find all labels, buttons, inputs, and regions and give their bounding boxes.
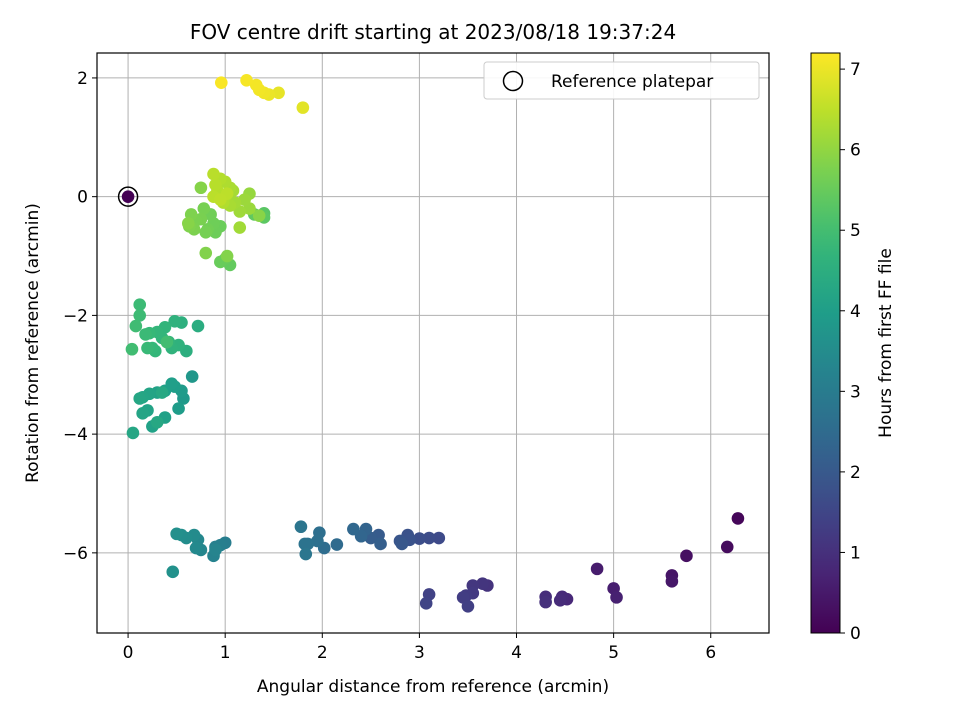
colorbar-tick-label: 6 [850,141,861,161]
y-tick-label: −6 [63,544,88,564]
data-point [419,597,433,610]
data-point [476,577,489,591]
y-tick-label: −4 [63,425,88,445]
data-point [170,527,183,541]
data-point [199,246,213,260]
data-point [125,342,139,356]
x-tick-label: 2 [317,643,328,663]
legend: Reference platepar [483,61,760,100]
data-point [207,167,220,181]
data-point [680,549,693,563]
data-point [413,532,426,545]
scatter-points [117,74,745,613]
colorbar-ticks: 0 1 2 3 4 5 6 7 [840,60,861,644]
y-tick-label: 0 [77,188,88,208]
reference-marker [117,186,139,207]
colorbar: 0 1 2 3 4 5 6 7 Hours from first FF file [810,52,896,644]
data-point [126,426,140,440]
colorbar-label: Hours from first FF file [876,248,896,438]
data-point [432,531,446,545]
x-tick-label: 5 [608,643,619,663]
data-point [238,193,251,206]
data-point [172,402,185,415]
colorbar-tick-label: 4 [850,302,861,322]
colorbar-tick-label: 0 [850,624,861,644]
data-point [252,209,266,222]
data-point [139,328,152,341]
data-point [150,415,164,429]
colorbar-tick-label: 2 [850,463,861,483]
data-point [240,74,253,87]
data-point [194,181,208,195]
data-point [136,407,149,420]
data-point [209,543,222,557]
data-point [330,538,344,551]
data-point [272,86,285,100]
data-point [168,315,181,328]
data-point [166,565,180,579]
data-point [197,202,211,215]
data-point [141,341,154,355]
data-point [185,370,199,383]
data-point [191,319,205,333]
data-point [311,534,324,548]
legend-marker-reference [502,70,524,92]
data-point [720,540,734,554]
x-tick-label: 3 [414,643,425,663]
data-point [299,547,313,561]
data-point [133,309,147,322]
data-point [199,225,213,239]
data-point [347,522,360,536]
y-tick-label: −2 [63,306,88,326]
colorbar-frame [810,52,841,634]
data-point [181,217,195,230]
data-point [249,78,263,92]
x-tick-label: 4 [511,643,522,663]
data-point [296,101,310,114]
data-point [215,76,228,89]
data-point [189,541,203,555]
data-point [590,562,604,576]
y-axis-label: Rotation from reference (arcmin) [23,203,43,483]
x-tick-label: 1 [220,643,231,663]
data-point [220,249,234,263]
x-tick-label: 0 [123,643,134,663]
colorbar-gradient [811,53,840,633]
x-axis-label: Angular distance from reference (arcmin) [257,677,609,697]
data-point [129,319,143,333]
data-point [298,537,312,551]
data-point [133,392,147,405]
data-point [731,512,745,525]
plot-frame [96,52,770,634]
data-point [155,386,169,399]
axes: 0 1 2 3 4 5 6 −6 −4 −2 0 2 [63,52,770,663]
data-point [610,591,623,604]
x-tick-label: 6 [705,643,716,663]
colorbar-tick-label: 1 [850,543,861,563]
data-point [133,298,147,312]
data-point [294,520,308,534]
y-tick-label: 2 [77,69,88,89]
data-point [665,575,679,588]
colorbar-tick-label: 7 [850,60,861,80]
colorbar-tick-label: 3 [850,382,861,402]
chart-title: FOV centre drift starting at 2023/08/18 … [190,20,676,44]
colorbar-tick-label: 5 [850,221,861,241]
reference-point [121,190,135,203]
legend-label-reference: Reference platepar [551,72,713,92]
data-point [539,595,552,609]
data-point [233,221,247,234]
data-point [422,531,436,545]
data-point [461,599,475,613]
data-point [374,537,387,551]
data-point [214,193,227,206]
legend-box [483,61,760,100]
data-point [395,537,409,551]
data-point [209,178,222,192]
data-point [553,594,567,607]
data-point [160,335,174,349]
